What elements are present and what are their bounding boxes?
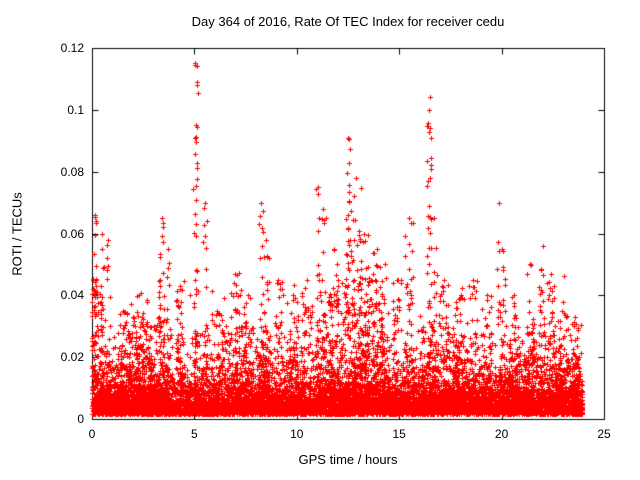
x-axis-label: GPS time / hours xyxy=(298,452,398,467)
y-tick-label: 0 xyxy=(77,412,84,426)
x-tick-label: 5 xyxy=(191,427,198,441)
y-tick-label: 0.12 xyxy=(60,41,84,55)
x-tick-label: 0 xyxy=(88,427,96,441)
y-tick-label: 0.1 xyxy=(67,102,84,117)
y-tick-label: 0.08 xyxy=(60,164,84,179)
x-tick-label: 20 xyxy=(494,427,509,441)
y-tick-label: 0.04 xyxy=(60,288,84,303)
y-tick-label: 0.02 xyxy=(60,350,84,365)
x-tick-label: 15 xyxy=(392,427,406,441)
y-tick-label: 0.06 xyxy=(60,226,84,241)
x-tick-label: 25 xyxy=(597,427,611,441)
x-tick-label: 10 xyxy=(290,427,304,441)
